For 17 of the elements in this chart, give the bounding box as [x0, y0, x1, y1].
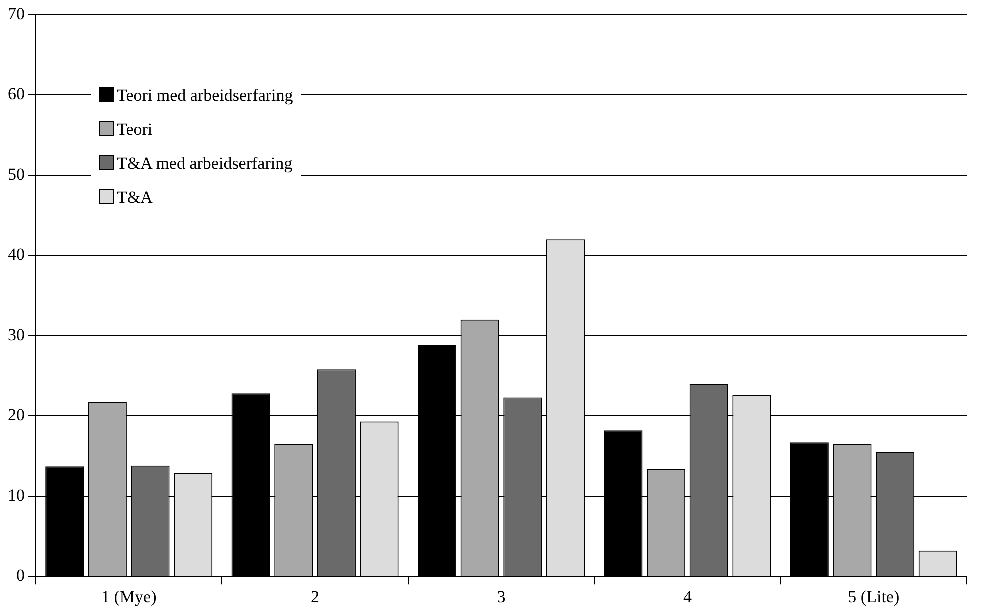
- x-tick-label: 5 (Lite): [848, 587, 900, 606]
- y-tick-label: 30: [8, 325, 25, 344]
- y-tick-label: 60: [8, 84, 25, 104]
- y-tick-label: 0: [16, 566, 25, 586]
- y-tick-label: 10: [8, 486, 25, 505]
- legend-label: Teori: [116, 119, 154, 141]
- x-tick-label: 3: [497, 587, 506, 606]
- legend-label: T&A med arbeidserfaring: [116, 153, 294, 175]
- legend-label: Teori med arbeidserfaring: [116, 85, 294, 107]
- y-tick-label: 40: [8, 245, 25, 264]
- x-tick-label: 4: [683, 587, 692, 606]
- legend-label: T&A: [116, 187, 154, 209]
- y-tick-label: 50: [8, 164, 25, 184]
- x-tick-label: 2: [311, 587, 320, 606]
- y-tick-label: 70: [8, 4, 25, 24]
- x-tick-label: 1 (Mye): [101, 587, 157, 606]
- y-tick-label: 20: [8, 406, 25, 425]
